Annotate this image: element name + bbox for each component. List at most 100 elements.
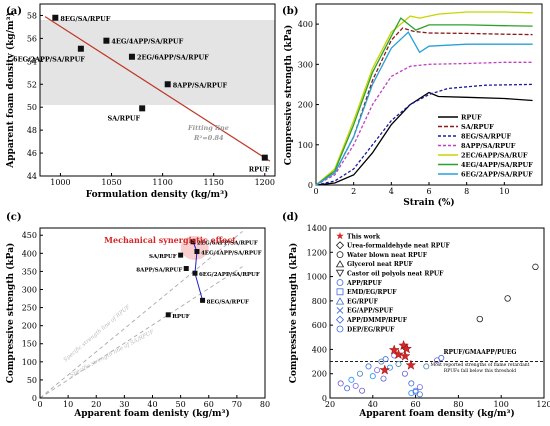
- panel-c-xtick-label: 40: [147, 400, 157, 409]
- data-point: [128, 53, 135, 60]
- panel-d-ytick-label: 600: [312, 321, 327, 330]
- panel-c-xtick-label: 30: [119, 400, 129, 409]
- literature-point: [395, 360, 402, 367]
- panel-c-xtick-label: 80: [260, 400, 270, 409]
- panel-c-xtick-label: 20: [91, 400, 101, 409]
- panel-a-tag: (a): [6, 6, 22, 17]
- legend-label: DEP/EG/RPUF: [347, 326, 395, 333]
- literature-point: [365, 363, 372, 370]
- panel-b-ytick-label: 300: [298, 60, 313, 69]
- panel-a-ytick-label: 50: [27, 103, 37, 112]
- panel-d-xtick-label: 60: [411, 400, 421, 409]
- point-label: SA/RPUF: [107, 114, 140, 122]
- legend-label: Castor oil polyols neat RPUF: [347, 271, 444, 278]
- panel-d-xtick-label: 20: [325, 400, 335, 409]
- panel-d-ytick-label: 0: [322, 394, 327, 403]
- data-point: [183, 266, 189, 272]
- literature-point: [401, 370, 408, 377]
- panel-a-ytick-label: 44: [27, 172, 37, 181]
- panel-c-ytick-label: 350: [22, 267, 37, 276]
- panel-c-xtick-label: 50: [176, 400, 186, 409]
- this-work-star: [405, 359, 417, 370]
- this-work-star: [388, 344, 400, 355]
- panel-d-ytick-label: 800: [312, 297, 327, 306]
- panel-c-ytick-label: 300: [22, 285, 37, 294]
- panel-c-ytick-label: 0: [32, 394, 37, 403]
- point-label: 4EG/4APP/SA/RPUF: [111, 38, 183, 46]
- panel-a-ytick-label: 46: [27, 149, 37, 158]
- panel-b-ytick-label: 200: [298, 101, 313, 110]
- panel-c-ytick-label: 200: [22, 322, 37, 331]
- legend-marker: [335, 241, 345, 250]
- data-point: [103, 37, 110, 44]
- specific-strength-line-sa: [39, 231, 243, 399]
- legend-marker: [336, 279, 344, 286]
- series-line: [315, 83, 533, 186]
- water-blown-point: [532, 263, 539, 271]
- guide-label: Specific strength line of SA/RPUF: [69, 329, 155, 379]
- panel-a-ylabel: Apparent foam density (kg/m³): [5, 12, 16, 168]
- panel-b-xtick-label: 0: [313, 187, 318, 196]
- panel-c-ytick-label: 50: [27, 376, 37, 385]
- fit-line-label: Fitting line: [187, 124, 229, 132]
- panel-d-xtick-label: 80: [453, 400, 463, 409]
- panel-c-xtick-label: 10: [63, 400, 73, 409]
- panel-b-tag: (b): [282, 6, 298, 17]
- legend-label: 8APP/SA/RPUF: [461, 142, 516, 150]
- panel-a-ytick-label: 56: [27, 34, 37, 43]
- specific-strength-line-rpuf: [39, 266, 243, 399]
- panel-b-ytick-label: 400: [298, 20, 313, 29]
- panel-a-highlight: [40, 20, 275, 105]
- literature-point: [359, 387, 366, 394]
- panel-a-ytick-label: 52: [27, 80, 37, 89]
- legend-marker: [336, 288, 344, 296]
- series-line: [315, 11, 533, 186]
- literature-point: [374, 367, 381, 374]
- point-label: 8EG/SA/RPUF: [207, 299, 249, 305]
- legend-marker: [335, 260, 345, 268]
- panel-c-ytick-label: 150: [22, 340, 37, 349]
- legend-marker: [335, 315, 345, 324]
- panel-c-ytick-label: 100: [22, 358, 37, 367]
- legend-marker: [336, 251, 344, 259]
- threshold-note-1: Most reported strengths of flame retarda…: [431, 362, 530, 368]
- point-label: RPUF: [172, 314, 190, 320]
- legend-label: 2EC/6APP/SA/RUF: [461, 152, 528, 160]
- literature-point: [352, 382, 359, 389]
- panel-d-ylabel: Compressive strength (kPa): [288, 243, 299, 384]
- data-point: [190, 239, 196, 245]
- panel-c-ytick-label: 450: [22, 231, 37, 240]
- data-point: [200, 297, 206, 303]
- legend-label: APP/DMMP/RPUF: [346, 317, 408, 324]
- literature-point: [356, 370, 363, 377]
- fit-line: [44, 16, 271, 162]
- series-line: [315, 17, 533, 186]
- panel-d-tag: (d): [282, 212, 298, 223]
- panel-c-xlabel: Apparent foam denisty (kg/m³): [73, 408, 229, 419]
- panel-d-ytick-label: 1200: [307, 248, 327, 257]
- legend-label: Glycerol neat RPUF: [347, 261, 414, 268]
- data-point: [178, 252, 184, 258]
- panel-d-ytick-label: 400: [312, 345, 327, 354]
- guide-label: Specific strength line of RPUF: [63, 304, 132, 363]
- threshold-note-2: RPUFs fall below this threshold: [444, 368, 516, 374]
- panel-d-ytick-label: 1000: [307, 273, 327, 282]
- threshold-label: RPUF/GMAAPP/PUEG: [444, 349, 517, 356]
- point-label: 6EG/2APP/SA/RPUF: [199, 272, 260, 278]
- legend-label: SA/RPUF: [461, 123, 494, 131]
- series-path: [192, 241, 204, 301]
- panel-c-xtick-label: 60: [204, 400, 214, 409]
- panel-a-ytick-label: 48: [27, 126, 37, 135]
- point-label: 4EG/4APP/SA/RPUF: [201, 251, 262, 257]
- data-point: [165, 312, 171, 318]
- legend-label: This work: [347, 233, 381, 240]
- point-label: 8APP/SA/RPUF: [136, 268, 182, 274]
- legend-marker: [335, 297, 345, 305]
- literature-point: [382, 356, 389, 363]
- panel-a: 1000 1050 1100 1150 1200 44 46 48 50 52 54 56 58 8EG…: [5, 3, 276, 200]
- data-point: [261, 154, 268, 161]
- panel-a-ytick-label: 54: [27, 57, 37, 66]
- legend-label: EG/APP/SPUF: [347, 308, 394, 315]
